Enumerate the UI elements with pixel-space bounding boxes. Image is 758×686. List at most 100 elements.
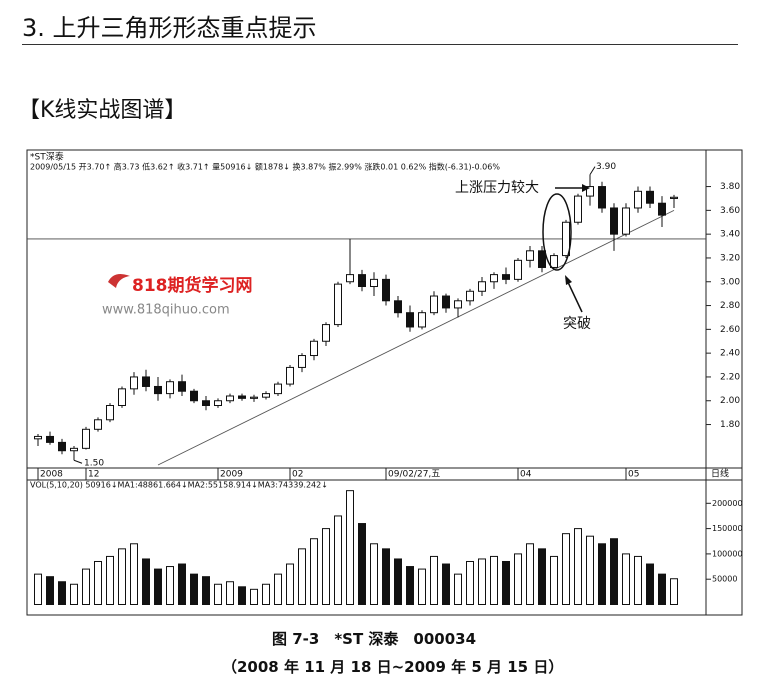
volume-tick-label: 200000 (712, 499, 743, 508)
candle-body (226, 395, 234, 402)
candle-body (634, 190, 642, 209)
y-tick-label: 3.20 (720, 253, 740, 263)
volume-bar (382, 548, 390, 606)
candle-body (658, 202, 666, 216)
x-tick-label: 2009 (220, 470, 243, 480)
page-title: 3. 上升三角形形态重点提示 (22, 14, 317, 42)
candle-body (106, 405, 114, 421)
candle-body (46, 435, 54, 443)
candle-body (370, 278, 378, 288)
candle-body (430, 295, 438, 314)
candle-body (262, 393, 270, 398)
volume-bar (670, 578, 678, 606)
volume-bar (430, 555, 438, 605)
figure-caption: 图 7-3 *ST 深泰 000034 (272, 630, 477, 648)
candle-body (502, 274, 510, 280)
volume-bar (238, 586, 246, 605)
candle-body (454, 300, 462, 309)
volume-bar (202, 576, 210, 605)
volume-bar (646, 563, 654, 606)
volume-bar (250, 588, 258, 606)
volume-bar (406, 566, 414, 605)
volume-bar (70, 583, 78, 606)
candle-body (166, 381, 174, 395)
x-tick-label: 05 (628, 470, 639, 480)
candle-body (70, 447, 78, 452)
info-line: 2009/05/15 开3.70↑ 高3.73 低3.62↑ 收3.71↑ 量5… (30, 162, 500, 172)
candle-body (214, 400, 222, 407)
breakout-circle (542, 193, 572, 271)
date-caption: （2008 年 11 月 18 日~2009 年 5 月 15 日） (222, 658, 564, 676)
y-tick-label: 3.40 (720, 230, 740, 240)
volume-bar (262, 583, 270, 606)
candle-body (142, 376, 150, 387)
candle-body (574, 195, 582, 223)
volume-bar (562, 533, 570, 605)
arrow-head (582, 184, 590, 192)
volume-bar (418, 568, 426, 606)
volume-bar (610, 538, 618, 605)
y-tick-label: 3.60 (720, 206, 740, 216)
candle-body (646, 190, 654, 204)
y-tick-label: 3.80 (720, 182, 740, 192)
x-tick-label: 04 (520, 470, 532, 480)
candle-body (670, 196, 678, 199)
volume-bar (334, 515, 342, 606)
candle-body (346, 274, 354, 283)
candle-body (238, 395, 246, 399)
candle-body (562, 221, 570, 257)
candle-body (382, 278, 390, 302)
candle-body (94, 419, 102, 430)
volume-bar (478, 558, 486, 606)
volume-bar (166, 566, 174, 605)
watermark-url: www.818qihuo.com (102, 303, 230, 318)
volume-bar (274, 573, 282, 606)
high-pointer (589, 166, 596, 175)
candle-body (130, 376, 138, 390)
candle-body (322, 324, 330, 342)
watermark: 818期货学习网 www.818qihuo.com (102, 274, 253, 318)
candle-body (478, 281, 486, 292)
candle-body (550, 255, 558, 268)
volume-bar (46, 576, 54, 605)
candle-body (490, 274, 498, 283)
volume-bar (82, 568, 90, 606)
volume-bar (466, 560, 474, 605)
volume-bar (574, 528, 582, 605)
volume-bar (346, 490, 354, 605)
volume-bar (502, 560, 510, 605)
x-tick-label: 2008 (40, 470, 63, 480)
x-tick-label: 12 (88, 470, 99, 480)
annotation: 突破 (563, 316, 591, 332)
volume-bar (58, 581, 66, 605)
candle-body (310, 340, 318, 357)
volume-bar (142, 558, 150, 606)
candle-body (82, 428, 90, 449)
candle-body (442, 295, 450, 309)
section-title: 【K线实战图谱】 (18, 98, 187, 123)
candle-body (418, 312, 426, 328)
volume-bar (394, 558, 402, 606)
chart-frame (26, 149, 743, 616)
volume-bar (118, 548, 126, 606)
volume-bar (622, 553, 630, 606)
volume-bar (298, 548, 306, 606)
volume-bar (154, 568, 162, 606)
chart: *ST深泰 2009/05/15 开3.70↑ 高3.73 低3.62↑ 收3.… (26, 149, 743, 616)
candle-body (118, 388, 126, 407)
volume-tick-label: 100000 (712, 549, 743, 558)
volume-bar (490, 555, 498, 605)
volume-bar (34, 573, 42, 606)
candle-body (622, 207, 630, 235)
volume-bar (358, 523, 366, 605)
volume-bar (526, 543, 534, 606)
candle-body (178, 381, 186, 392)
y-tick-label: 2.60 (720, 325, 740, 335)
candle-body (34, 435, 42, 440)
candle-body (538, 250, 546, 268)
candle-body (298, 355, 306, 368)
volume-bar (286, 563, 294, 606)
y-tick-label: 1.80 (720, 420, 740, 430)
candle-body (250, 396, 258, 399)
y-tick-label: 2.40 (720, 349, 740, 359)
